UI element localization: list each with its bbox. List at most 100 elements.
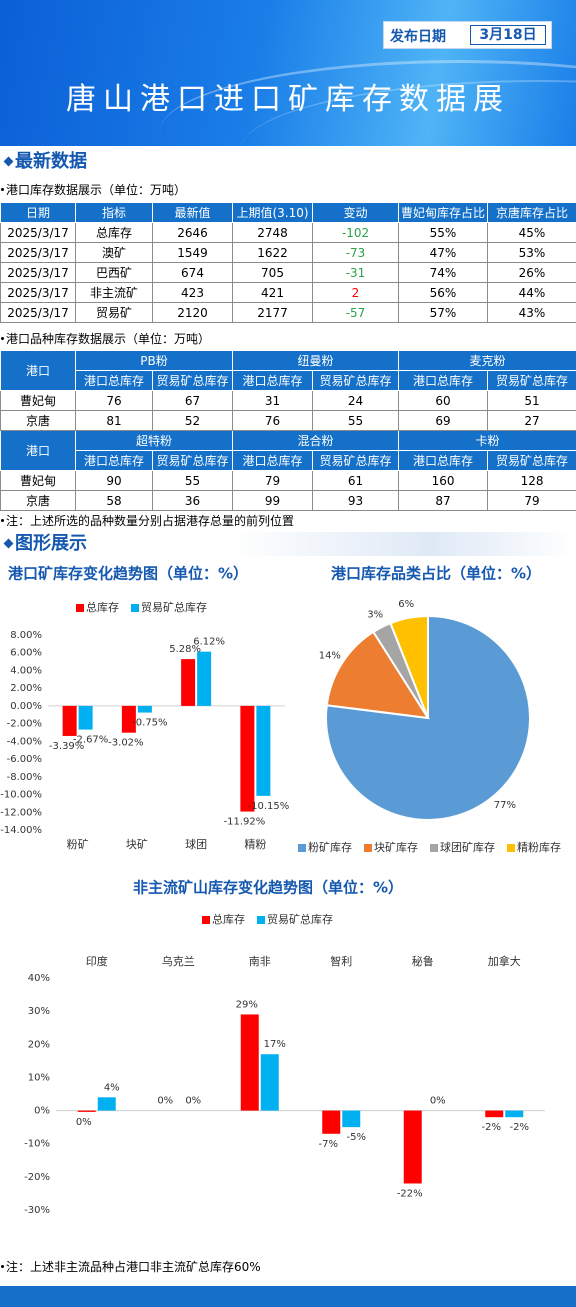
bar [505,1110,524,1118]
table-row: 2025/3/17 非主流矿 423 421 2 56% 44% [0,282,576,303]
section-header: 图形展示 [0,532,576,556]
x-tick-label: 粉矿 [67,838,89,851]
table-cell: 京唐 [0,490,76,511]
pie-slice [325,630,430,720]
charts: 港口矿库存变化趋势图（单位：%）总库存 贸易矿总库存8.00%6.00%4.00%… [0,565,561,1217]
date-box: 发布日期 3月18日 [383,21,552,49]
y-tick-label: 0% [34,1106,50,1117]
y-tick-label: 0.00% [10,701,42,712]
y-tick-label: -12.00% [0,807,42,818]
note-text: 注：上述所选的品种数量分别占据港存总量的前列位置 [6,514,295,528]
x-tick-label: 印度 [86,954,108,968]
legend-swatch [257,916,265,924]
y-tick-label: -4.00% [7,736,42,747]
value-label: -3.39% [49,741,84,752]
legend-label: 贸易矿总库存 [141,600,207,614]
legend-label: 球团矿库存 [440,840,495,854]
header-cell: 港口总库存 [75,370,153,391]
value-label: -7% [319,1139,338,1150]
table-row: 日期 指标 最新值 上期值(3.10) 变动 曹妃甸库存占比 京唐库存占比 [0,202,576,223]
table-cell: 76 [75,390,153,411]
value-label: 0% [76,1117,92,1128]
stock-table: 日期 指标 最新值 上期值(3.10) 变动 曹妃甸库存占比 京唐库存占比 2025/3/17… [0,202,576,323]
bar [62,705,77,736]
table-row: 港口总库存 贸易矿总库存 港口总库存 贸易矿总库存 港口总库存 贸易矿总库存 [1,370,576,391]
legend-swatch [131,604,139,612]
bar [97,1097,116,1111]
y-tick-label: -6.00% [7,754,42,765]
value-label: 17% [264,1039,286,1050]
bar [77,1110,96,1112]
table-cell: 160 [398,470,489,491]
header-cell: 麦克粉 [398,350,576,371]
table-cell: 26% [487,262,576,283]
x-tick-label: 秘鲁 [412,954,434,968]
header-cell: 港口 [0,350,76,391]
page-title: 唐山港口进口矿库存数据展 [66,82,510,117]
section-title: 最新数据 [15,151,87,172]
header-cell: 最新值 [152,202,233,223]
bar [240,705,255,812]
value-label: 0% [185,1096,201,1107]
date: 3月18日 [470,25,546,45]
table-cell: 非主流矿 [75,282,153,303]
y-tick-label: 40% [28,973,50,984]
caption-text: 港口品种库存数据展示（单位：万吨） [6,332,211,346]
y-tick-label: -2.00% [7,719,42,730]
y-tick-label: -10% [24,1139,50,1150]
value-label: 77% [494,800,516,811]
section-header: 最新数据 [0,150,576,174]
table-cell: 69 [398,410,489,431]
table-cell: 76 [232,410,314,431]
table-cell: 87 [398,490,489,511]
chart-title: 港口库存品类占比（单位：%） [331,565,541,583]
y-tick-label: 4.00% [10,665,42,676]
x-tick-label: 加拿大 [488,954,521,968]
header-cell: 指标 [75,202,153,223]
legend-label: 精粉库存 [517,840,561,854]
value-label: -10.15% [248,801,290,812]
header-cell: 港口总库存 [398,370,489,391]
bar [260,1054,279,1111]
legend-swatch [298,844,306,852]
bar [197,651,212,706]
table-cell: 2025/3/17 [0,262,76,283]
value-label: -2% [482,1122,501,1133]
bar [137,705,152,713]
date-label: 发布日期 [390,29,446,45]
y-tick-label: 20% [28,1039,50,1050]
header-cell: 混合粉 [232,430,400,451]
pie-slice [389,614,429,719]
table-cell: 79 [232,470,314,491]
caption-text: 港口库存数据展示（单位：万吨） [6,183,187,197]
y-tick-label: 6.00% [10,648,42,659]
x-tick-label: 乌克兰 [162,954,195,968]
y-tick-label: 2.00% [10,683,42,694]
header-cell: 港口 [0,430,76,471]
bar [240,1014,259,1111]
section-title: 图形展示 [15,533,87,554]
table-cell: 58 [75,490,153,511]
table-cell: 曹妃甸 [0,390,76,411]
header-cell: 贸易矿总库存 [487,450,576,471]
value-label: -11.92% [224,817,266,828]
table-row: 2025/3/17 贸易矿 2120 2177 -57 57% 43% [0,302,576,323]
value-label: 29% [236,999,258,1010]
table-cell: 2120 [152,302,233,323]
table-cell: 澳矿 [75,242,153,263]
variety-table: 港口 PB粉 纽曼粉 麦克粉 港口总库存 贸易矿总库存 港口总库存 贸易矿总库存 港口总库存 贸易… [0,350,576,511]
table-row: 港口 超特粉 混合粉 卡粉 [0,430,576,471]
table-cell: 43% [487,302,576,323]
header-cell: PB粉 [74,350,234,371]
header-cell: 港口总库存 [232,450,314,471]
y-tick-label: -30% [24,1205,50,1216]
bullet [1,336,4,340]
table-cell: 2748 [232,222,313,243]
value-label: -0.75% [132,718,167,729]
table-cell: 93 [312,490,400,511]
y-tick-label: -20% [24,1172,50,1183]
note: 注：上述所选的品种数量分别占据港存总量的前列位置 [0,513,294,529]
bar [322,1110,341,1134]
value-label: 14% [319,651,341,662]
table-row: 京唐 58 36 99 93 87 79 [0,490,576,511]
